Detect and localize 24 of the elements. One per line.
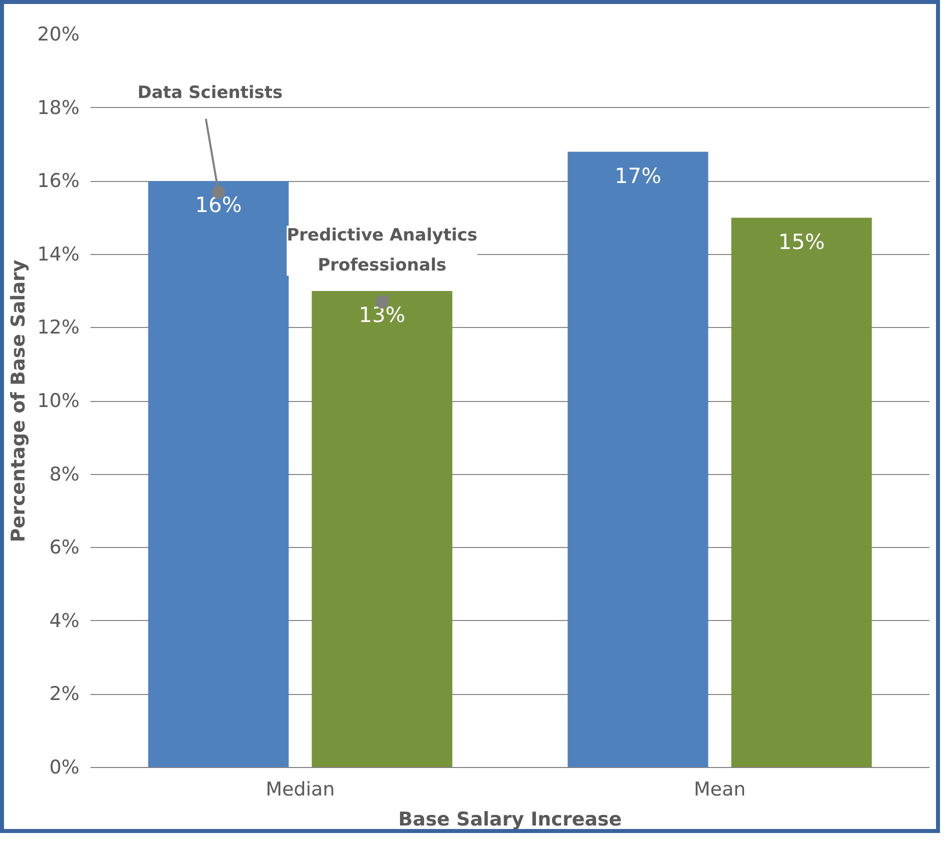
y-axis-title: Percentage of Base Salary [7, 259, 30, 542]
y-tick-label: 12% [37, 316, 80, 339]
y-tick-label: 10% [37, 390, 80, 412]
y-tick-label: 2% [49, 683, 80, 706]
x-tick-label: Median [266, 778, 335, 800]
y-tick-label: 4% [49, 610, 80, 632]
data-label: 17% [614, 164, 662, 188]
y-tick-label: 16% [37, 170, 80, 192]
y-tick-label: 8% [49, 463, 80, 486]
y-tick-label: 18% [37, 96, 80, 119]
y-tick-label: 0% [49, 756, 80, 778]
data-label: 13% [358, 303, 406, 328]
data-label: 15% [778, 230, 825, 254]
y-tick-label: 6% [49, 536, 80, 559]
bar [312, 291, 452, 768]
text: Data Scientists [137, 83, 283, 104]
bar [568, 152, 708, 768]
bar [731, 218, 872, 768]
y-tick-label: 14% [37, 243, 80, 266]
series-label: Predictive Analytics Professionals [286, 226, 478, 276]
data-label: 16% [195, 193, 242, 218]
y-tick-label: 20% [37, 24, 80, 46]
x-tick-label: Mean [694, 778, 746, 800]
bar [148, 181, 289, 768]
